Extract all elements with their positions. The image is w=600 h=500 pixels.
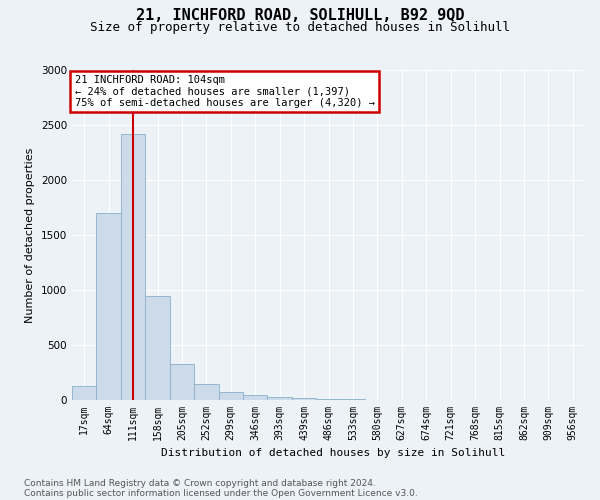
Bar bbox=[218, 392, 243, 400]
Bar bbox=[121, 134, 145, 400]
Text: 21 INCHFORD ROAD: 104sqm
← 24% of detached houses are smaller (1,397)
75% of sem: 21 INCHFORD ROAD: 104sqm ← 24% of detach… bbox=[74, 75, 374, 108]
Bar bbox=[97, 213, 121, 400]
Bar bbox=[170, 364, 194, 400]
Text: 21, INCHFORD ROAD, SOLIHULL, B92 9QD: 21, INCHFORD ROAD, SOLIHULL, B92 9QD bbox=[136, 8, 464, 22]
Bar bbox=[316, 399, 341, 400]
Bar bbox=[145, 296, 170, 400]
Y-axis label: Number of detached properties: Number of detached properties bbox=[25, 148, 35, 322]
Bar bbox=[243, 394, 268, 400]
Bar bbox=[268, 396, 292, 400]
Text: Distribution of detached houses by size in Solihull: Distribution of detached houses by size … bbox=[161, 448, 505, 458]
Text: Size of property relative to detached houses in Solihull: Size of property relative to detached ho… bbox=[90, 21, 510, 34]
Bar bbox=[72, 386, 97, 400]
Bar bbox=[292, 398, 316, 400]
Bar bbox=[194, 384, 218, 400]
Text: Contains HM Land Registry data © Crown copyright and database right 2024.: Contains HM Land Registry data © Crown c… bbox=[24, 479, 376, 488]
Text: Contains public sector information licensed under the Open Government Licence v3: Contains public sector information licen… bbox=[24, 489, 418, 498]
